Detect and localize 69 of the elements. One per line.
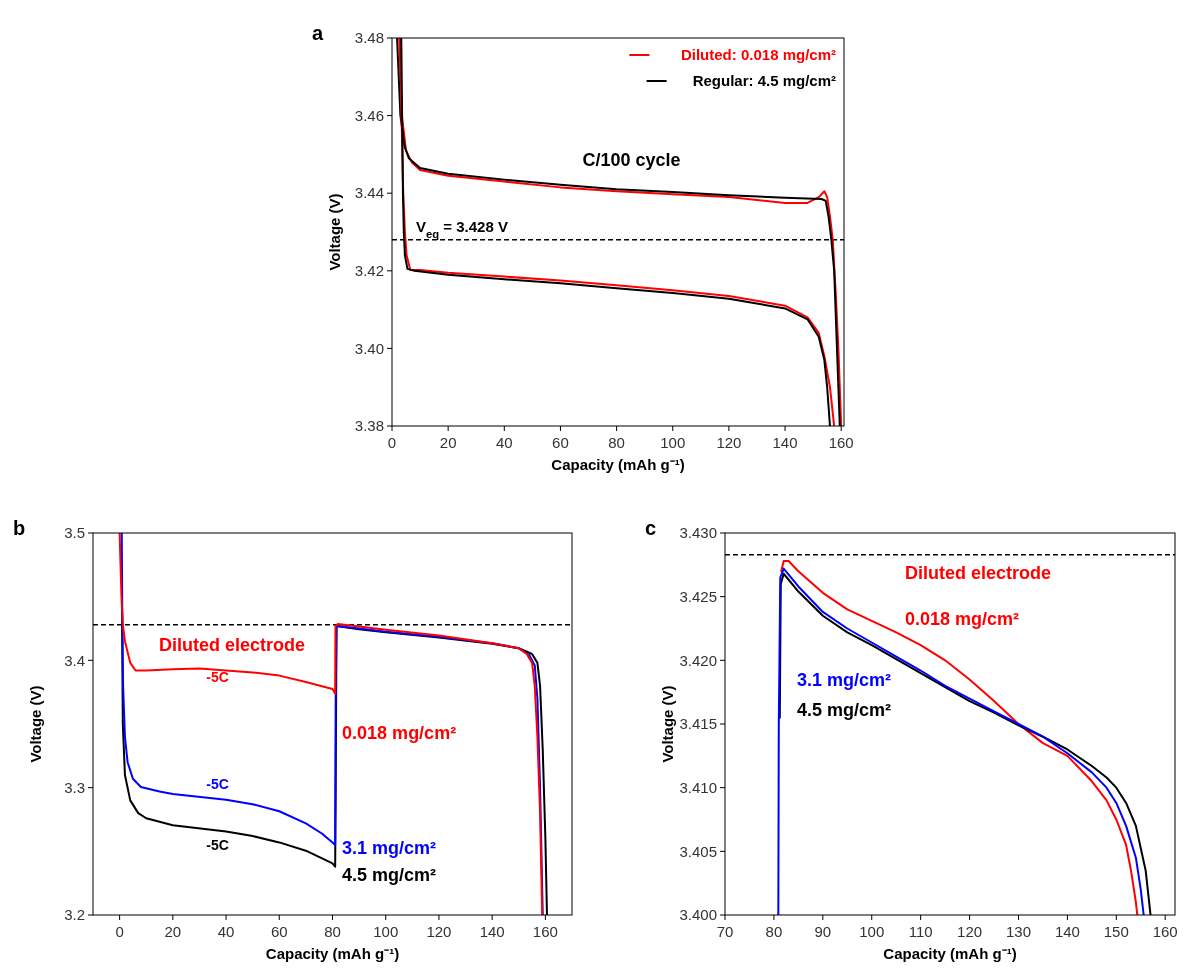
y-tick-label: 3.5 [64,524,85,542]
x-tick-label: 60 [270,923,288,940]
x-tick-label: 80 [324,923,341,940]
x-tick-label: 80 [608,434,625,451]
x-tick-label: 100 [859,923,885,940]
x-tick-label: 20 [439,434,457,451]
x-axis-title: Capacity (mAh g⁻¹) [883,945,1017,962]
x-tick-label: 140 [772,434,798,451]
x-tick-label: 100 [373,923,399,940]
x-tick-label: 140 [479,923,505,940]
annotation: -5C [206,775,229,792]
chart-title: c [645,517,657,539]
y-tick-label: 3.40 [354,339,384,357]
annotation: -5C [206,668,229,685]
y-tick-label: 3.410 [679,778,717,796]
x-tick-label: 160 [828,434,854,451]
y-tick-label: 3.430 [679,524,717,542]
legend-label: Regular: 4.5 mg/cm² [692,72,836,89]
x-tick-label: 40 [495,434,513,451]
x-tick-label: 120 [716,434,742,451]
y-tick-label: 3.420 [679,651,717,669]
y-axis-title: Voltage (V) [659,685,676,763]
x-tick-label: 70 [716,923,734,940]
series-label: 4.5 mg/cm² [342,864,437,885]
x-tick-label: 140 [1054,923,1080,940]
x-axis-title: Capacity (mAh g⁻¹) [265,945,400,962]
x-tick-label: 80 [765,923,783,940]
y-tick-label: 3.405 [679,842,717,860]
x-tick-label: 160 [1152,923,1178,940]
y-tick-label: 3.425 [679,587,717,605]
x-axis-title: Capacity (mAh g⁻¹) [551,456,685,473]
y-tick-label: 3.44 [354,184,384,202]
x-tick-label: 120 [957,923,983,940]
y-axis-title: Voltage (V) [326,193,343,271]
x-tick-label: 100 [660,434,686,451]
x-tick-label: 0 [387,434,397,451]
series-label: 3.1 mg/cm² [342,837,437,858]
series-label: 0.018 mg/cm² [342,723,457,744]
series-label: 3.1 mg/cm² [797,669,892,690]
series-label: 0.018 mg/cm² [905,608,1020,629]
x-tick-label: 120 [426,923,452,940]
x-tick-label: 130 [1005,923,1031,940]
annotation: -5C [206,837,229,854]
y-tick-label: 3.415 [679,715,717,733]
annotation: Diluted electrode [158,635,305,656]
y-tick-label: 3.2 [64,906,85,924]
x-tick-label: 60 [552,434,569,451]
x-tick-label: 0 [115,923,124,940]
y-tick-label: 3.46 [354,106,384,124]
y-tick-label: 3.48 [354,29,384,47]
y-tick-label: 3.3 [64,778,85,796]
series-label: 4.5 mg/cm² [797,700,892,721]
x-tick-label: 40 [217,923,235,940]
y-tick-label: 3.4 [64,651,85,669]
chart-title: b [13,517,26,539]
y-tick-label: 3.42 [354,262,384,280]
chart-title: a [312,22,324,44]
annotation: C/100 cycle [582,150,681,171]
y-tick-label: 3.400 [679,906,717,924]
ref-line-label: V$_{eq}$ = 3.428 V [416,217,508,240]
y-tick-label: 3.38 [354,417,384,435]
x-tick-label: 20 [164,923,182,940]
annotation: Diluted electrode [905,562,1052,583]
x-tick-label: 110 [908,923,933,940]
x-tick-label: 150 [1103,923,1129,940]
x-tick-label: 90 [814,923,832,940]
y-axis-title: Voltage (V) [27,685,44,763]
x-tick-label: 160 [532,923,558,940]
legend-label: Diluted: 0.018 mg/cm² [680,46,836,63]
